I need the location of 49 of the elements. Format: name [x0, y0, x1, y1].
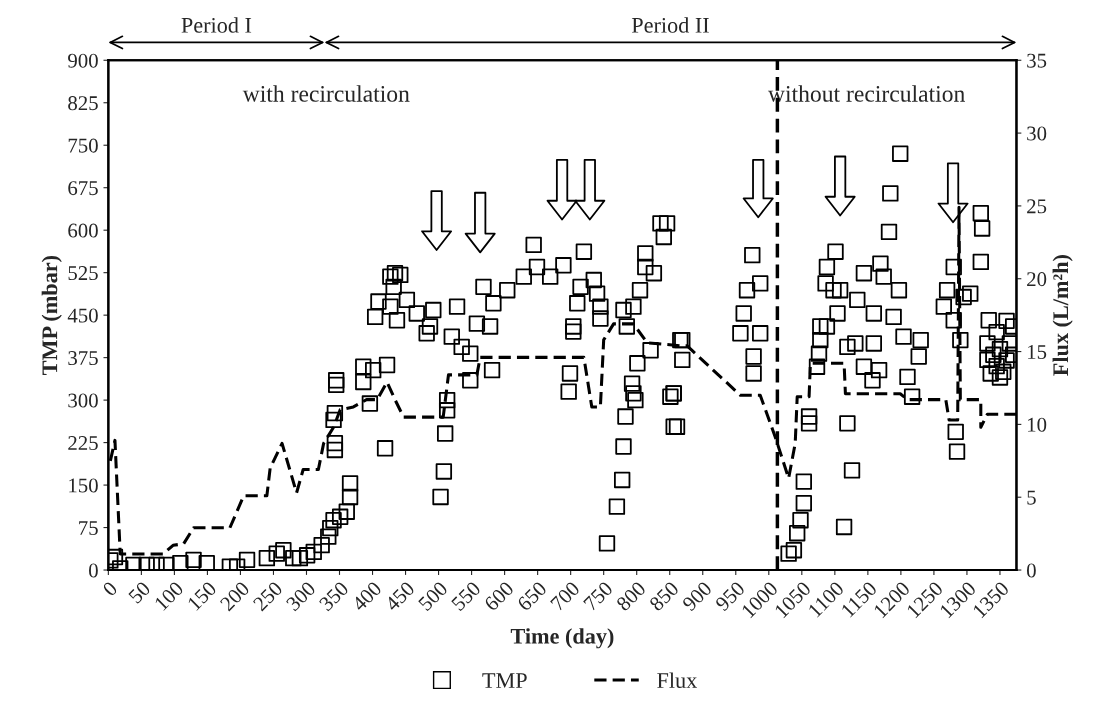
annotation: with recirculation [242, 85, 410, 102]
text: Period II [631, 17, 709, 33]
y2-tick-label: 10 [1028, 417, 1047, 432]
x-tick-label: 50 [127, 580, 152, 604]
x-tick-label: 0 [101, 580, 119, 597]
x-tick-label: 300 [285, 580, 317, 612]
x-tick-label: 850 [648, 580, 680, 612]
legend-label: TMP [482, 673, 527, 688]
x-tick-label: 900 [681, 580, 713, 612]
y-tick-label: 900 [68, 53, 98, 68]
y2-tick-label: 25 [1027, 199, 1047, 214]
x-tick-label: 200 [219, 580, 251, 612]
x-tick-label: 700 [549, 580, 581, 612]
y-tick-label: 300 [68, 393, 98, 408]
y-tick-label: 825 [68, 96, 98, 111]
x-tick-label: 650 [516, 580, 548, 612]
y-tick-label: 600 [68, 223, 98, 238]
y-tick-label: 525 [68, 266, 98, 281]
legend-label: Flux [657, 672, 698, 689]
y2-tick-label: 5 [1027, 490, 1036, 505]
x-tick-label: 250 [252, 580, 284, 612]
y-tick-label: 675 [68, 181, 98, 196]
y-tick-label: 0 [89, 563, 98, 578]
x-tick-label: 150 [187, 580, 218, 611]
text: Period I [181, 17, 252, 33]
annotation: without recirculation [767, 85, 965, 102]
y-tick-label: 750 [68, 138, 98, 153]
y-tick-label: 75 [79, 521, 98, 535]
y-tick-label: 225 [68, 436, 98, 451]
y-axis-title: TMP (mbar) [41, 255, 62, 375]
x-tick-label: 750 [582, 580, 614, 612]
y2-tick-label: 0 [1026, 563, 1036, 578]
y-tick-label: 375 [68, 351, 98, 366]
y-tick-label: 450 [67, 308, 98, 323]
x-tick-label: 400 [351, 580, 383, 612]
x-tick-label: 500 [417, 580, 449, 612]
y2-tick-label: 15 [1028, 345, 1047, 359]
x-tick-label: 350 [318, 580, 350, 612]
x-tick-label: 100 [154, 580, 185, 611]
x-tick-label: 550 [450, 580, 482, 612]
y2-tick-label: 35 [1027, 53, 1047, 68]
x-axis-title: Time (day) [510, 628, 614, 649]
x-tick-label: 600 [483, 580, 515, 612]
y2-tick-label: 20 [1027, 272, 1047, 287]
x-tick-label: 450 [384, 580, 416, 612]
y2-tick-label: 30 [1027, 126, 1047, 141]
y2-axis-title: Flux (L/m²h) [1052, 255, 1073, 376]
y-tick-label: 150 [69, 478, 98, 493]
x-tick-label: 800 [615, 580, 647, 612]
